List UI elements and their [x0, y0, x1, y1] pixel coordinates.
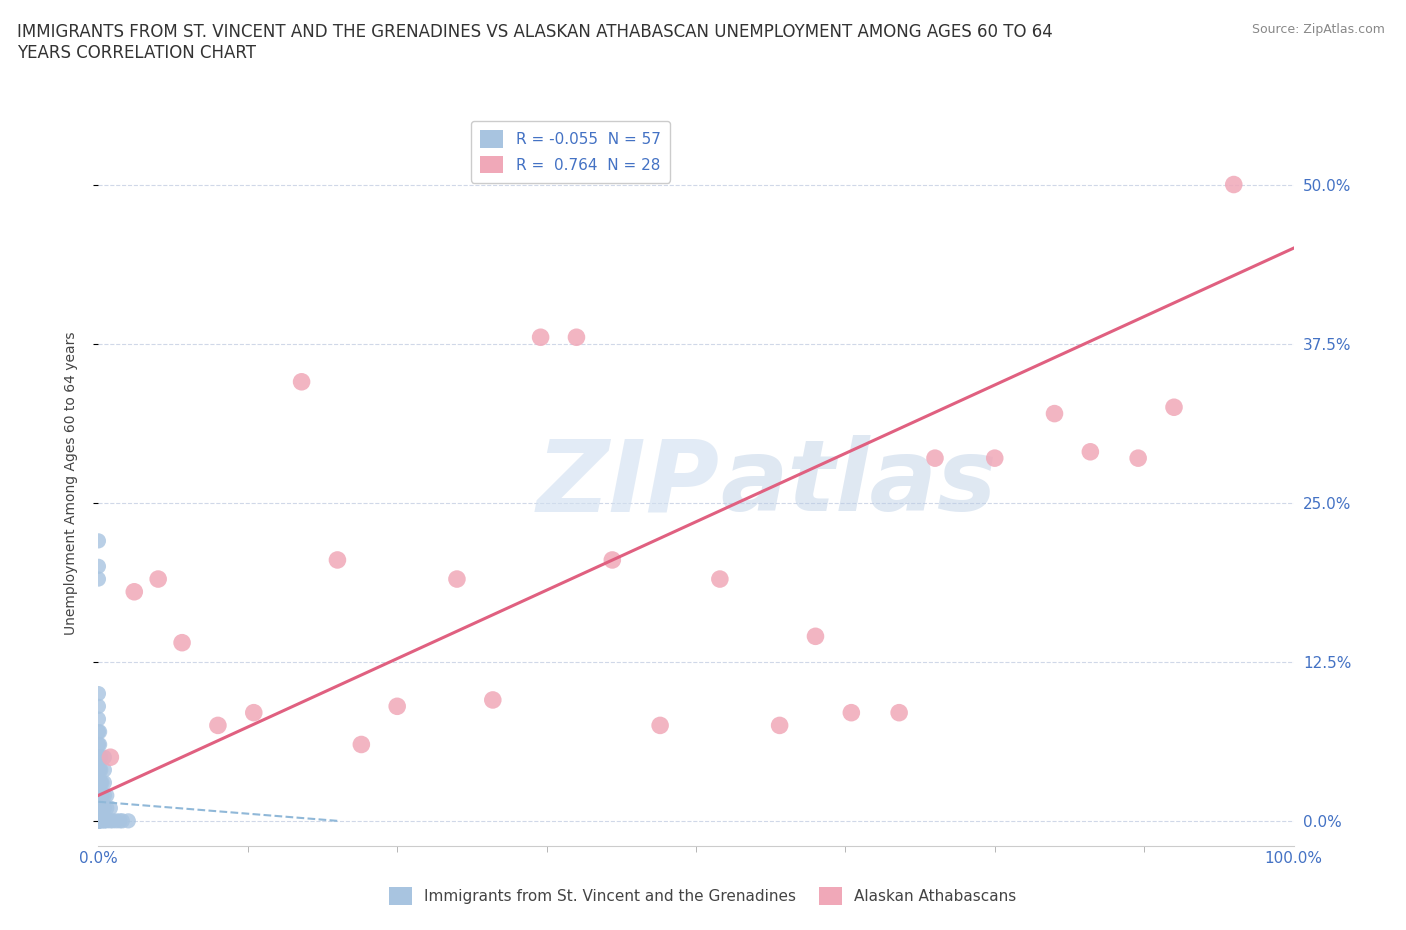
Point — [87, 724, 110, 739]
Point — [602, 552, 624, 567]
Point — [93, 750, 115, 764]
Point — [87, 801, 110, 816]
Point — [93, 788, 115, 803]
Point — [87, 572, 110, 587]
Point — [87, 763, 110, 777]
Point — [89, 801, 111, 816]
Point — [96, 814, 118, 829]
Point — [1080, 445, 1102, 459]
Point — [91, 776, 114, 790]
Point — [1128, 451, 1150, 466]
Point — [650, 718, 672, 733]
Point — [87, 814, 110, 829]
Point — [148, 572, 170, 587]
Point — [446, 572, 468, 587]
Point — [89, 724, 111, 739]
Point — [89, 814, 111, 829]
Point — [243, 705, 266, 720]
Point — [769, 718, 792, 733]
Point — [87, 686, 110, 701]
Legend: Immigrants from St. Vincent and the Grenadines, Alaskan Athabascans: Immigrants from St. Vincent and the Gren… — [384, 882, 1022, 911]
Point — [105, 814, 128, 829]
Point — [530, 330, 553, 345]
Point — [984, 451, 1007, 466]
Point — [89, 814, 111, 829]
Point — [90, 750, 112, 764]
Point — [924, 451, 946, 466]
Point — [89, 814, 111, 829]
Point — [90, 776, 112, 790]
Point — [1223, 177, 1246, 192]
Point — [89, 763, 111, 777]
Point — [385, 698, 409, 713]
Point — [89, 737, 111, 752]
Point — [111, 814, 134, 829]
Point — [87, 737, 110, 752]
Point — [87, 814, 110, 829]
Point — [326, 552, 349, 567]
Legend: R = -0.055  N = 57, R =  0.764  N = 28: R = -0.055 N = 57, R = 0.764 N = 28 — [471, 121, 669, 182]
Point — [89, 788, 111, 803]
Point — [89, 776, 111, 790]
Point — [87, 776, 110, 790]
Y-axis label: Unemployment Among Ages 60 to 64 years: Unemployment Among Ages 60 to 64 years — [63, 332, 77, 635]
Point — [91, 788, 114, 803]
Point — [207, 718, 229, 733]
Point — [889, 705, 911, 720]
Text: atlas: atlas — [720, 435, 997, 532]
Point — [89, 750, 111, 764]
Point — [96, 788, 118, 803]
Point — [90, 801, 112, 816]
Point — [90, 763, 112, 777]
Point — [87, 814, 110, 829]
Point — [108, 814, 131, 829]
Point — [87, 814, 110, 829]
Text: ZIP: ZIP — [537, 435, 720, 532]
Point — [87, 814, 110, 829]
Point — [841, 705, 863, 720]
Point — [482, 693, 505, 708]
Point — [1043, 406, 1066, 421]
Point — [93, 814, 115, 829]
Point — [172, 635, 194, 650]
Point — [91, 814, 114, 829]
Point — [93, 776, 115, 790]
Point — [804, 629, 827, 644]
Point — [98, 801, 122, 816]
Point — [98, 750, 122, 764]
Point — [291, 375, 314, 390]
Point — [87, 698, 110, 713]
Point — [1163, 400, 1185, 415]
Point — [101, 814, 124, 829]
Point — [350, 737, 373, 752]
Point — [90, 814, 112, 829]
Point — [87, 814, 110, 829]
Point — [87, 534, 110, 549]
Point — [98, 814, 122, 829]
Point — [117, 814, 139, 829]
Point — [93, 801, 115, 816]
Point — [93, 814, 115, 829]
Point — [96, 801, 118, 816]
Point — [87, 814, 110, 829]
Point — [124, 584, 146, 599]
Point — [87, 711, 110, 726]
Text: Source: ZipAtlas.com: Source: ZipAtlas.com — [1251, 23, 1385, 36]
Point — [87, 814, 110, 829]
Point — [709, 572, 731, 587]
Point — [87, 814, 110, 829]
Point — [90, 788, 112, 803]
Point — [87, 814, 110, 829]
Point — [87, 750, 110, 764]
Point — [93, 763, 115, 777]
Point — [87, 559, 110, 574]
Text: IMMIGRANTS FROM ST. VINCENT AND THE GRENADINES VS ALASKAN ATHABASCAN UNEMPLOYMEN: IMMIGRANTS FROM ST. VINCENT AND THE GREN… — [17, 23, 1053, 62]
Point — [91, 801, 114, 816]
Point — [87, 788, 110, 803]
Point — [565, 330, 588, 345]
